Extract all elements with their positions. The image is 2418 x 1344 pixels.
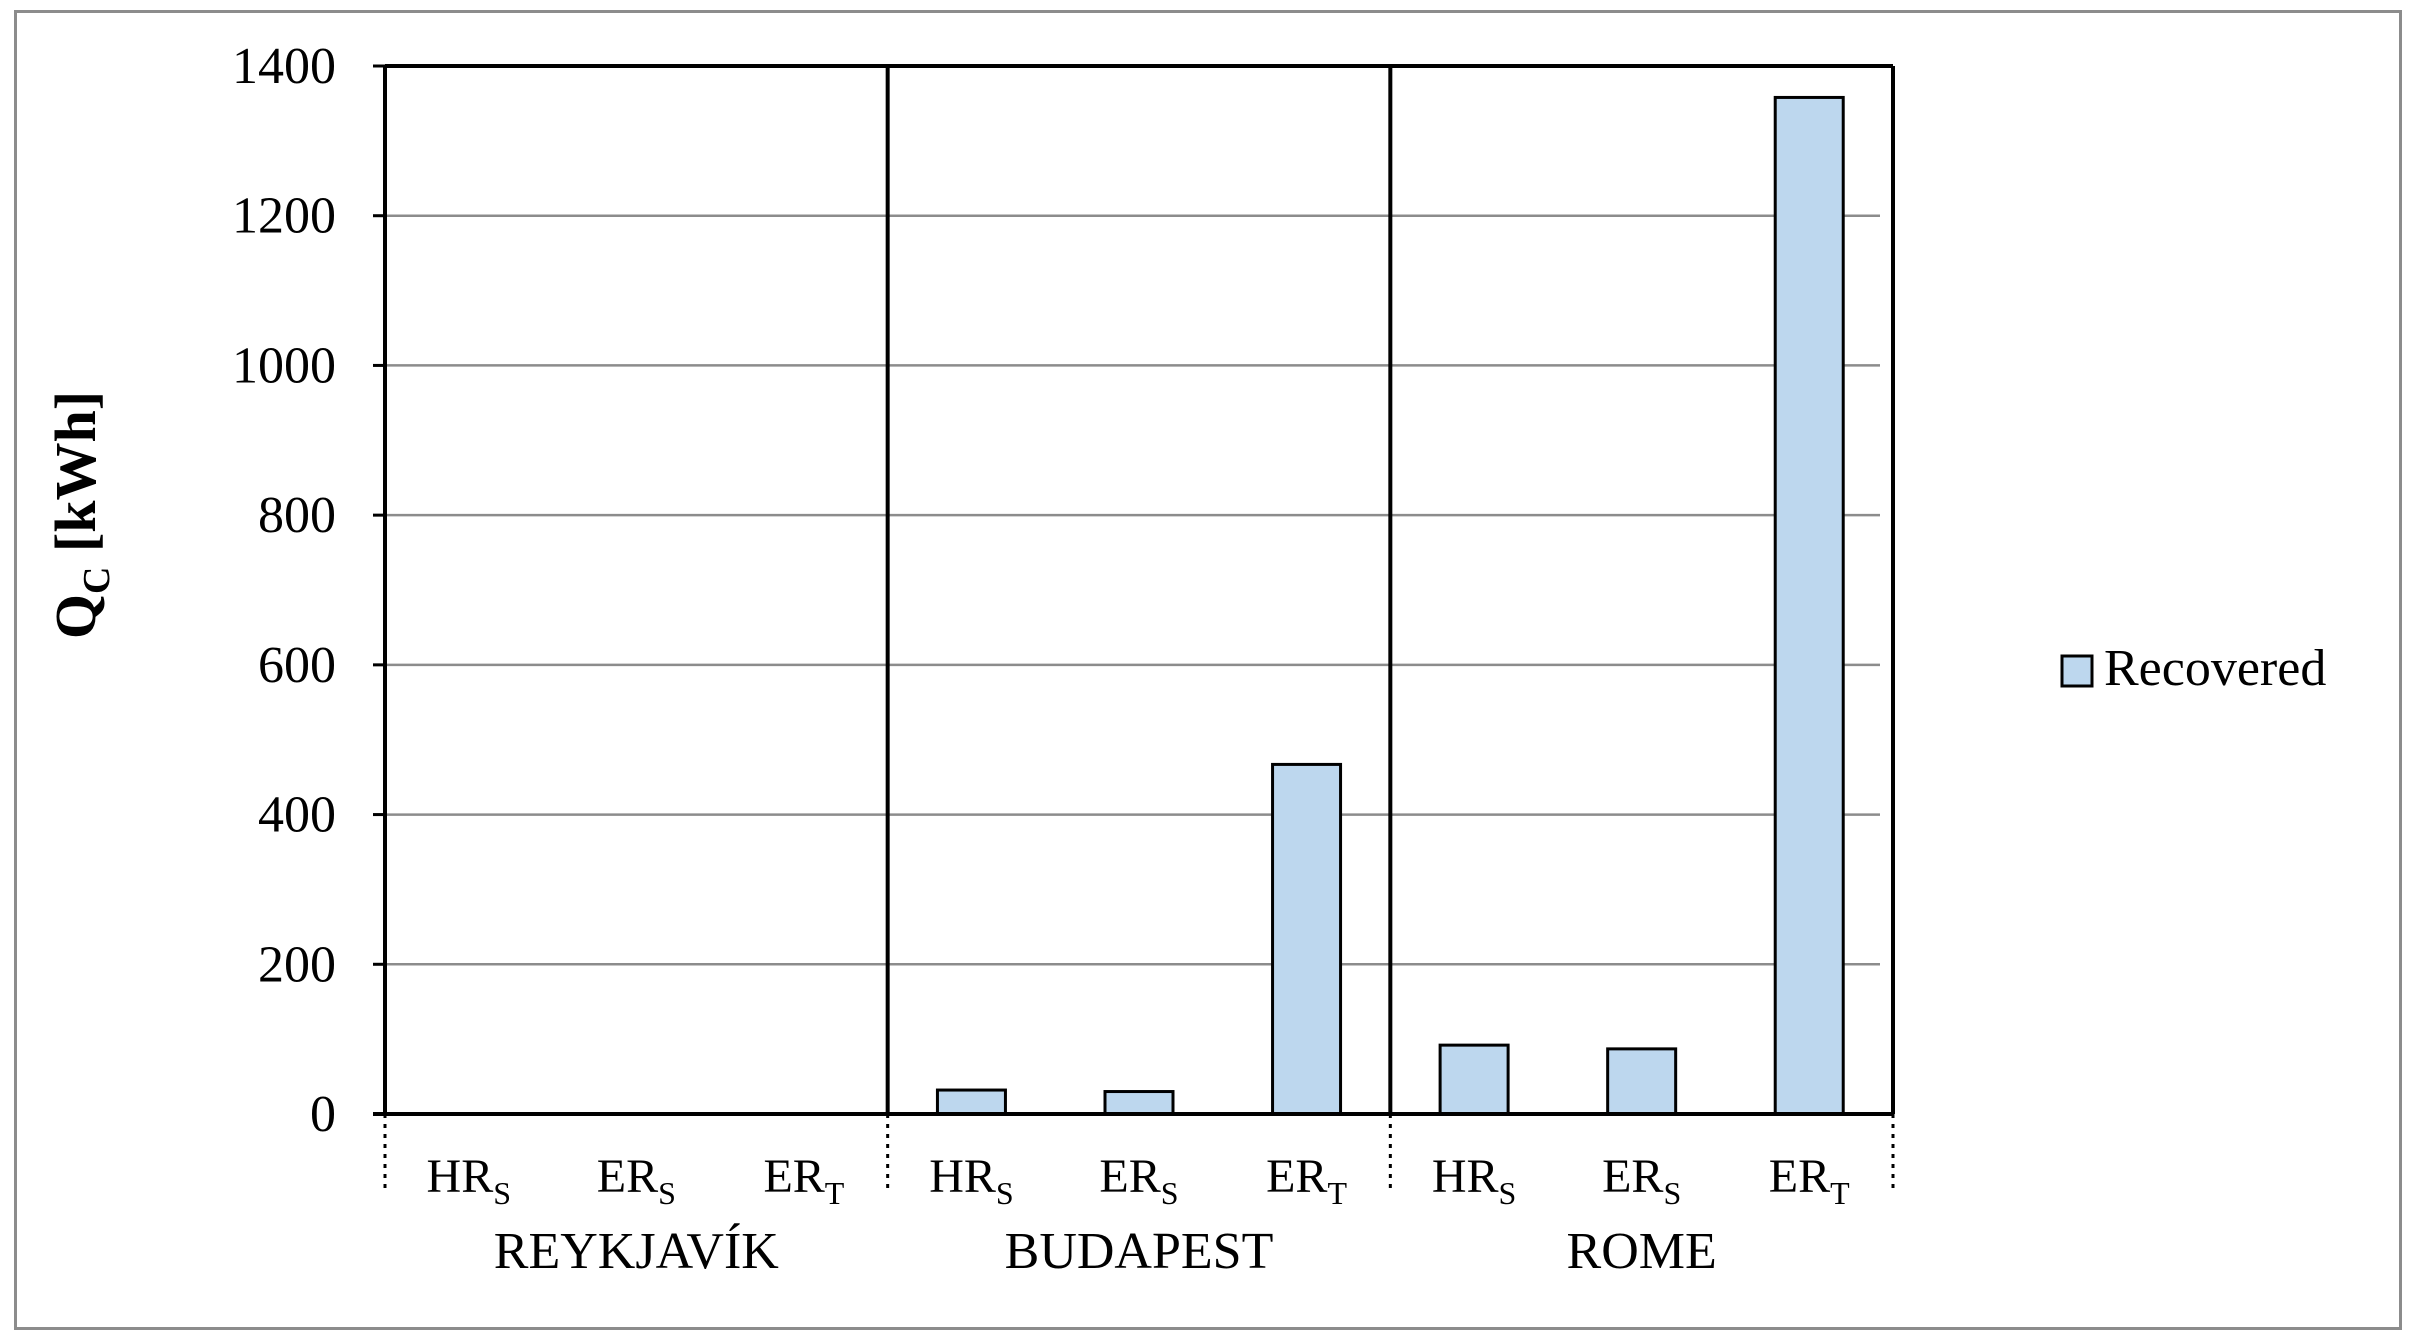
y-tick-label: 200 — [258, 936, 336, 993]
group-label: REYKJAVÍK — [494, 1222, 780, 1280]
y-tick-label: 600 — [258, 637, 336, 694]
x-tick-label: ERT — [763, 1150, 844, 1211]
chart-frame — [14, 10, 2402, 1330]
x-tick-label: HRS — [929, 1150, 1013, 1211]
y-tick-label: 1400 — [232, 38, 336, 95]
group-label: BUDAPEST — [1005, 1223, 1274, 1280]
x-tick-label: ERT — [1266, 1150, 1347, 1211]
group-label: ROME — [1567, 1223, 1717, 1280]
y-axis-title: QC [kWh] — [43, 391, 118, 639]
y-tick-label: 0 — [310, 1086, 336, 1143]
x-tick-label: HRS — [1432, 1150, 1516, 1211]
bar — [1103, 1090, 1175, 1116]
x-tick-label: ERS — [597, 1150, 676, 1211]
y-tick-label: 1000 — [232, 337, 336, 394]
legend-label: Recovered — [2104, 640, 2326, 697]
bar — [1773, 95, 1845, 1116]
bar — [1606, 1047, 1678, 1116]
x-tick-label: ERS — [1099, 1150, 1178, 1211]
bar — [935, 1088, 1007, 1116]
legend-swatch — [2060, 654, 2094, 688]
bar — [1438, 1043, 1510, 1116]
y-tick-label: 400 — [258, 787, 336, 844]
x-tick-label: ERS — [1602, 1150, 1681, 1211]
y-tick-label: 1200 — [232, 188, 336, 245]
bar — [1271, 762, 1343, 1116]
y-tick-label: 800 — [258, 487, 336, 544]
x-tick-label: ERT — [1769, 1150, 1850, 1211]
x-tick-label: HRS — [427, 1150, 511, 1211]
